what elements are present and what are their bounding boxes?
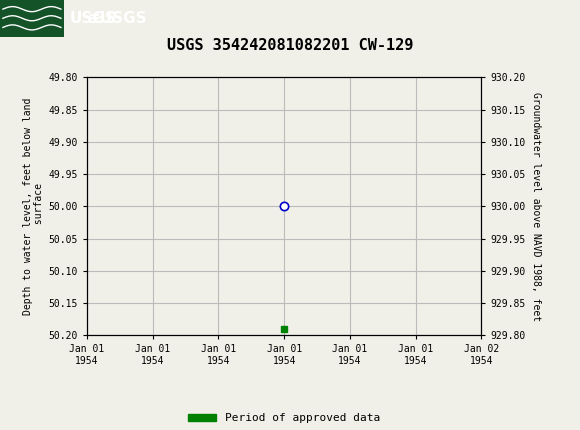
- Bar: [0, 0, 64, 37]
- Text: USGS 354242081082201 CW-129: USGS 354242081082201 CW-129: [167, 38, 413, 52]
- Y-axis label: Groundwater level above NAVD 1988, feet: Groundwater level above NAVD 1988, feet: [531, 92, 541, 321]
- Y-axis label: Depth to water level, feet below land
 surface: Depth to water level, feet below land su…: [23, 98, 45, 315]
- Text: USGS: USGS: [70, 11, 117, 26]
- Legend: Period of approved data: Period of approved data: [184, 409, 385, 428]
- Text: ≡USGS: ≡USGS: [87, 11, 147, 26]
